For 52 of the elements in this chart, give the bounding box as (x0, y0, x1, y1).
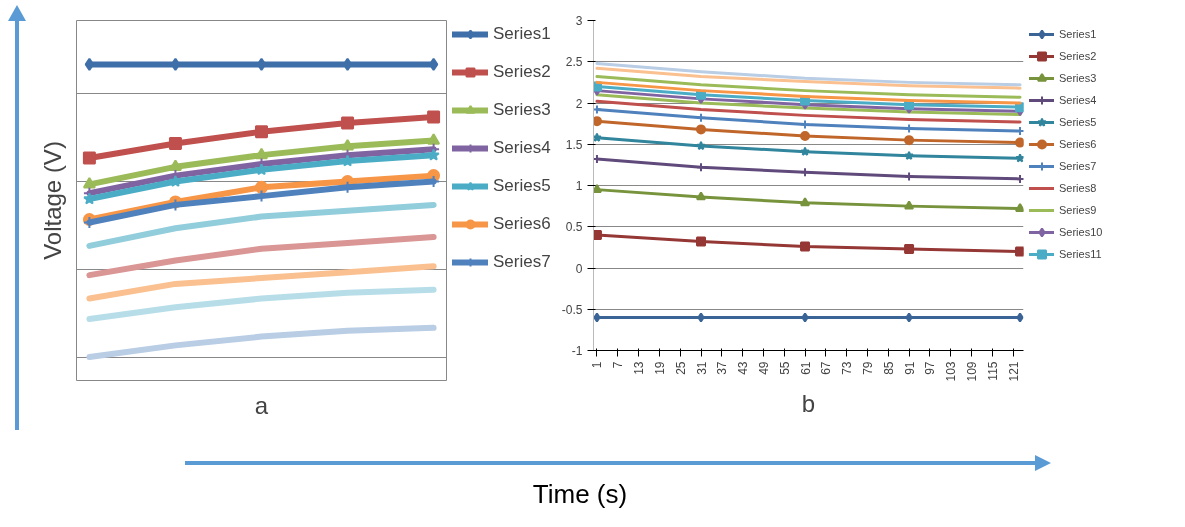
y-tick-label: -0.5 (561, 302, 583, 317)
legend-label: Series6 (493, 214, 551, 234)
legend-label: Series1 (1059, 28, 1097, 40)
legend-label: Series9 (1059, 204, 1097, 216)
x-tick-label: 73 (840, 361, 855, 375)
x-axis-title: a (254, 391, 269, 419)
x-tick-label: 31 (694, 361, 709, 375)
x-tick-label: 97 (923, 361, 938, 375)
x-tick-label: 37 (715, 361, 730, 375)
text: Time (s) (531, 478, 629, 512)
x-tick-label: 7 (611, 361, 626, 369)
legend-label: Series7 (493, 252, 551, 272)
x-tick-label: 61 (798, 361, 813, 375)
legend-label: Series3 (1059, 72, 1097, 84)
x-tick-label: 115 (985, 361, 1000, 381)
legend-label: Series5 (493, 176, 551, 196)
legend-label: Series5 (1059, 116, 1097, 128)
x-tick-label: 121 (1006, 361, 1021, 382)
legend-label: Series2 (1059, 50, 1097, 62)
x-tick-label: 79 (860, 361, 875, 375)
x-tick-label: 55 (777, 361, 792, 375)
legend-label: Series11 (1059, 248, 1102, 260)
x-tick-label: 1 (590, 361, 605, 369)
x-tick-label: 67 (819, 361, 834, 375)
x-tick-label: 19 (652, 361, 667, 375)
x-tick-label: 109 (964, 361, 979, 382)
x-tick-label: 91 (902, 361, 917, 375)
x-tick-label: 43 (736, 361, 751, 375)
x-tick-label: 49 (756, 361, 771, 375)
legend-label: Series4 (1059, 94, 1097, 106)
legend-label: Series8 (1059, 182, 1097, 194)
y-tick-label: 1 (575, 179, 583, 193)
y-tick-label: 2.5 (565, 55, 583, 70)
legend-label: Series7 (1059, 160, 1097, 172)
y-tick-label: 2 (575, 96, 583, 111)
x-tick-label: 85 (881, 361, 896, 375)
x-tick-label: 25 (673, 361, 688, 375)
y-tick-label: 3 (575, 14, 583, 28)
legend-label: Series4 (493, 138, 551, 158)
legend-label: Series2 (493, 62, 551, 82)
y-tick-label: 1.5 (565, 137, 583, 152)
y-tick-label: 0 (575, 261, 583, 276)
legend-label: Series6 (1059, 138, 1097, 150)
legend-label: Series3 (493, 100, 551, 120)
legend-label: Series10 (1059, 226, 1103, 238)
x-tick-label: 103 (944, 361, 959, 382)
y-tick-label: -1 (571, 344, 583, 358)
y-tick-label: 0.5 (565, 220, 583, 235)
x-axis-title: b (801, 389, 816, 417)
x-tick-label: 13 (632, 361, 647, 375)
legend-label: Series1 (493, 24, 551, 44)
y-axis-title: Voltage (V) (38, 141, 66, 260)
